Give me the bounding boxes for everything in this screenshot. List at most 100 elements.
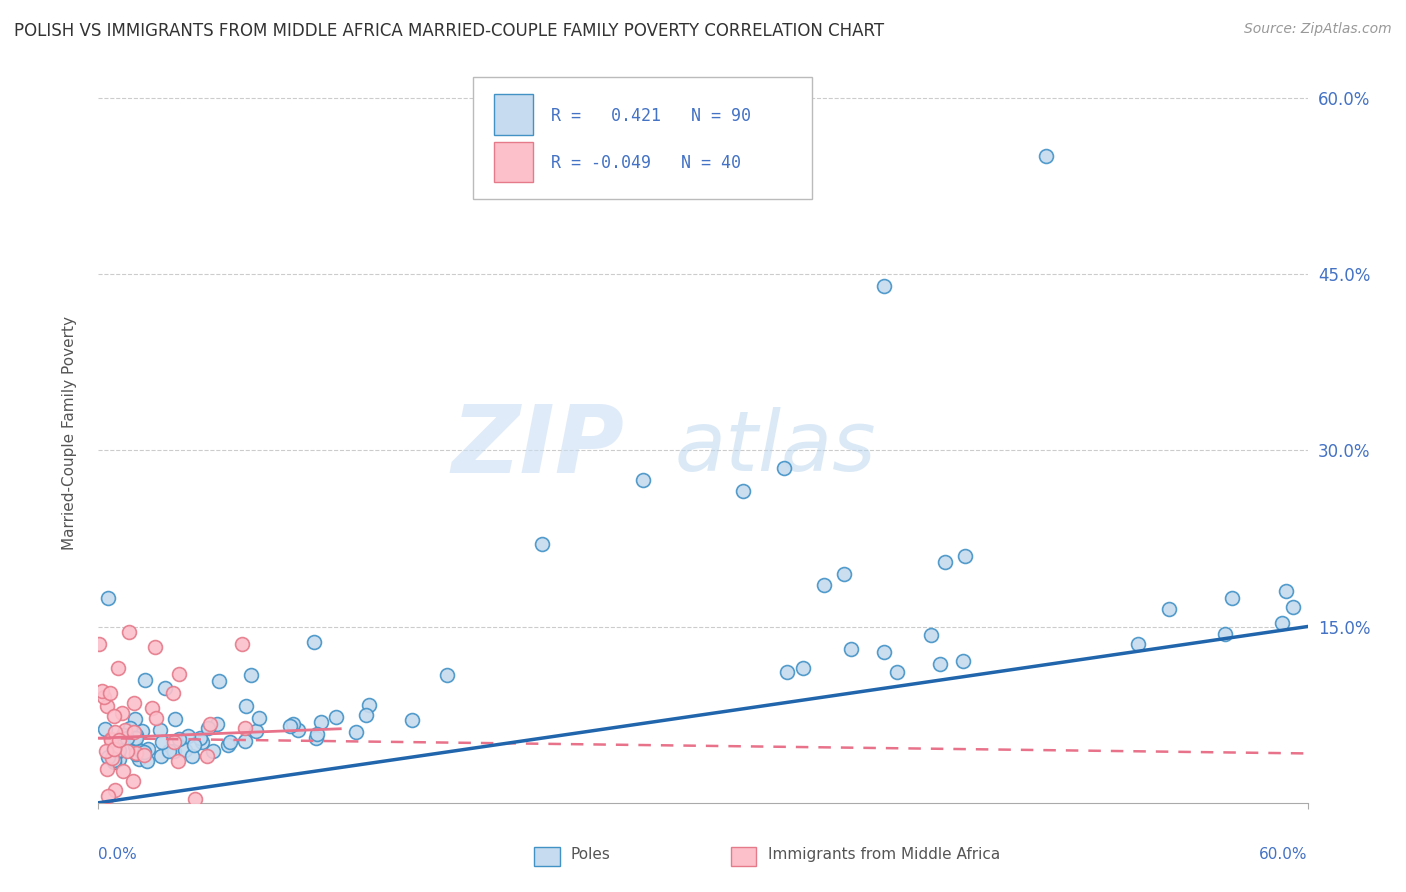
Point bbox=[134, 673, 156, 687]
Point bbox=[104, 783, 127, 797]
Point bbox=[150, 735, 173, 749]
Point bbox=[247, 711, 270, 725]
Point bbox=[111, 706, 134, 720]
Point bbox=[105, 745, 128, 759]
Point bbox=[198, 717, 221, 731]
Point bbox=[129, 744, 152, 758]
Point bbox=[1035, 149, 1057, 163]
Point bbox=[197, 722, 219, 736]
Point bbox=[952, 654, 974, 668]
Point bbox=[107, 752, 129, 766]
Text: Source: ZipAtlas.com: Source: ZipAtlas.com bbox=[1244, 22, 1392, 37]
Point bbox=[96, 698, 118, 713]
Point bbox=[103, 753, 125, 767]
Point bbox=[107, 735, 129, 749]
Point bbox=[165, 712, 187, 726]
Point bbox=[181, 749, 204, 764]
Point bbox=[115, 744, 138, 758]
Point bbox=[136, 741, 159, 756]
Point bbox=[136, 754, 159, 768]
Point bbox=[776, 665, 799, 679]
Point bbox=[839, 641, 862, 656]
Point bbox=[357, 698, 380, 713]
Point bbox=[631, 473, 654, 487]
Point bbox=[1128, 637, 1150, 651]
Point bbox=[101, 751, 124, 765]
Point bbox=[231, 637, 253, 651]
Point bbox=[107, 733, 129, 747]
Bar bbox=[494, 95, 533, 135]
Point bbox=[96, 762, 118, 776]
Point bbox=[245, 723, 267, 738]
Point bbox=[309, 714, 332, 729]
Point bbox=[233, 734, 256, 748]
Point bbox=[208, 673, 231, 688]
Point bbox=[105, 739, 128, 754]
Point bbox=[832, 566, 855, 581]
Point bbox=[122, 725, 145, 739]
Point bbox=[305, 731, 328, 746]
Point bbox=[872, 645, 894, 659]
Point bbox=[104, 725, 127, 739]
Point bbox=[97, 789, 120, 803]
Point bbox=[145, 711, 167, 725]
Point bbox=[934, 555, 956, 569]
FancyBboxPatch shape bbox=[474, 78, 811, 200]
Point bbox=[128, 752, 150, 766]
Point bbox=[281, 717, 304, 731]
Point bbox=[176, 729, 198, 743]
Point bbox=[183, 738, 205, 752]
Point bbox=[100, 731, 122, 746]
Point bbox=[103, 755, 125, 769]
Text: R = -0.049   N = 40: R = -0.049 N = 40 bbox=[551, 154, 741, 172]
Point bbox=[114, 723, 136, 737]
Point bbox=[240, 668, 263, 682]
Point bbox=[141, 701, 163, 715]
Point bbox=[174, 742, 197, 756]
Text: R =   0.421   N = 90: R = 0.421 N = 90 bbox=[551, 107, 751, 125]
Point bbox=[103, 709, 125, 723]
Point bbox=[920, 628, 942, 642]
Point bbox=[167, 666, 190, 681]
Point bbox=[1282, 600, 1305, 615]
Point bbox=[401, 713, 423, 727]
Point bbox=[149, 748, 172, 763]
Point bbox=[307, 727, 329, 741]
Text: ZIP: ZIP bbox=[451, 401, 624, 493]
Point bbox=[235, 699, 257, 714]
Point bbox=[120, 721, 142, 735]
Point bbox=[90, 684, 112, 698]
Point bbox=[792, 661, 814, 675]
Point bbox=[115, 731, 138, 745]
Point bbox=[124, 712, 146, 726]
Point bbox=[1275, 584, 1298, 599]
Point bbox=[813, 578, 835, 592]
Point bbox=[112, 728, 135, 742]
Point bbox=[287, 723, 309, 737]
Point bbox=[354, 708, 377, 723]
Point bbox=[191, 735, 214, 749]
Point bbox=[155, 681, 177, 695]
Point bbox=[125, 728, 148, 742]
Point bbox=[167, 754, 190, 768]
Point bbox=[233, 722, 256, 736]
Text: POLISH VS IMMIGRANTS FROM MIDDLE AFRICA MARRIED-COUPLE FAMILY POVERTY CORRELATIO: POLISH VS IMMIGRANTS FROM MIDDLE AFRICA … bbox=[14, 22, 884, 40]
Point bbox=[93, 690, 115, 704]
Point bbox=[163, 744, 186, 758]
Point bbox=[733, 484, 755, 499]
Point bbox=[107, 661, 129, 675]
Point bbox=[149, 723, 172, 738]
Point bbox=[94, 722, 117, 736]
Point bbox=[103, 741, 125, 756]
Point bbox=[205, 716, 228, 731]
Point bbox=[218, 734, 240, 748]
Bar bbox=[494, 142, 533, 182]
Point bbox=[122, 696, 145, 710]
Point bbox=[953, 549, 976, 563]
Point bbox=[217, 738, 239, 752]
Point bbox=[325, 710, 347, 724]
Point bbox=[111, 764, 134, 778]
Text: 60.0%: 60.0% bbox=[1260, 847, 1308, 863]
Point bbox=[132, 747, 155, 762]
Point bbox=[121, 774, 143, 789]
